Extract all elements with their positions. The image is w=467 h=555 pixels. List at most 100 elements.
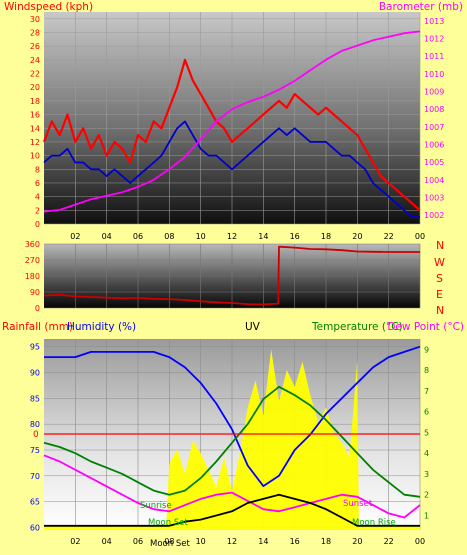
compass-label-s: S bbox=[436, 272, 443, 285]
y-tick-label-left: 18 bbox=[30, 97, 40, 106]
dewpoint-label: Dew Point (°C) bbox=[387, 321, 464, 333]
wind-direction-line bbox=[43, 245, 420, 306]
temperature-label: Temperature (°C) bbox=[311, 321, 403, 333]
y-tick-label-left: 20 bbox=[30, 83, 40, 92]
y-tick-label-right: 1005 bbox=[424, 158, 444, 167]
x-tick-label: 06 bbox=[133, 537, 143, 546]
x-tick-label: 00 bbox=[415, 232, 425, 241]
x-tick-label: 10 bbox=[196, 232, 206, 241]
y-tick-label-left: 24 bbox=[30, 56, 40, 65]
y-tick-label-right: 1003 bbox=[424, 194, 444, 203]
y-tick-label-right: 1007 bbox=[424, 123, 444, 132]
uv-line bbox=[44, 493, 420, 527]
y-tick-label-left: 80 bbox=[30, 420, 40, 429]
moon-rise-label: Moon Rise bbox=[352, 518, 396, 528]
humidity-label: Humidity (%) bbox=[67, 321, 136, 333]
y-tick-label-right: 1009 bbox=[424, 88, 444, 97]
y-tick-label-right: 1012 bbox=[424, 35, 444, 44]
windspeed-axis-label: Windspeed (kph) bbox=[4, 1, 93, 13]
x-tick-label: 18 bbox=[321, 232, 331, 241]
y-tick-label-left: 95 bbox=[30, 343, 40, 352]
y-tick-label-left: 90 bbox=[30, 288, 40, 297]
x-tick-label: 18 bbox=[321, 537, 331, 546]
x-tick-label: 20 bbox=[352, 537, 362, 546]
y-tick-label-right: 1006 bbox=[424, 141, 444, 150]
y-tick-label-right: 3 bbox=[424, 470, 429, 479]
y-tick-label-left: 14 bbox=[30, 124, 40, 133]
x-tick-label: 20 bbox=[352, 232, 362, 241]
y-tick-label-left: 28 bbox=[30, 29, 40, 38]
x-tick-label: 04 bbox=[102, 537, 112, 546]
y-tick-label-right: 4 bbox=[424, 449, 429, 458]
x-tick-label: 08 bbox=[164, 537, 174, 546]
y-tick-label-left: 90 bbox=[30, 369, 40, 378]
barometer-axis-label: Barometer (mb) bbox=[379, 1, 463, 13]
x-tick-label: 22 bbox=[384, 537, 394, 546]
y-tick-label-right: 2 bbox=[424, 491, 429, 500]
uv-label: UV bbox=[245, 321, 261, 333]
x-tick-label: 16 bbox=[290, 537, 300, 546]
rain-zero-label: 0 bbox=[33, 430, 39, 440]
barometer-line bbox=[43, 30, 421, 213]
y-tick-label-left: 2 bbox=[35, 206, 40, 215]
y-tick-label-right: 6 bbox=[424, 408, 429, 417]
sunrise-label: Sunrise bbox=[140, 501, 172, 511]
y-tick-label-right: 1008 bbox=[424, 105, 444, 114]
y-tick-label-left: 0 bbox=[35, 304, 40, 313]
y-tick-label-left: 8 bbox=[35, 165, 40, 174]
y-tick-label-left: 22 bbox=[30, 70, 40, 79]
compass-label-n-top: N bbox=[436, 239, 444, 252]
windspeed-line bbox=[42, 58, 421, 212]
tick-label-layer: 02 04 06 08 10 12 14 16 18 20 22 000246810121416182… bbox=[25, 15, 445, 546]
y-tick-label-right: 1 bbox=[424, 511, 429, 520]
y-tick-label-right: 1010 bbox=[424, 70, 444, 79]
y-tick-label-left: 70 bbox=[30, 472, 40, 481]
moon-set-label-green: Moon Set bbox=[148, 518, 188, 528]
x-tick-label: 14 bbox=[258, 232, 268, 241]
grid-layer bbox=[44, 12, 421, 530]
y-tick-label-left: 360 bbox=[25, 240, 40, 249]
y-tick-label-left: 30 bbox=[30, 15, 40, 24]
sunset-label: Sunset bbox=[343, 499, 373, 509]
compass-label-e: E bbox=[436, 288, 443, 301]
y-tick-label-right: 7 bbox=[424, 387, 429, 396]
y-tick-label-right: 8 bbox=[424, 366, 429, 375]
solar-area bbox=[44, 349, 420, 530]
x-tick-label: 12 bbox=[227, 232, 237, 241]
temperature-line bbox=[43, 385, 421, 498]
x-tick-label: 16 bbox=[290, 232, 300, 241]
solar-fill-layer bbox=[44, 349, 420, 530]
x-tick-label: 02 bbox=[70, 232, 80, 241]
y-tick-label-left: 60 bbox=[30, 523, 40, 532]
y-tick-label-left: 16 bbox=[30, 111, 40, 120]
x-tick-label: 10 bbox=[196, 537, 206, 546]
y-tick-label-left: 180 bbox=[25, 272, 40, 281]
x-tick-label: 02 bbox=[70, 537, 80, 546]
x-tick-label: 08 bbox=[164, 232, 174, 241]
y-tick-label-left: 12 bbox=[30, 138, 40, 147]
x-tick-label: 14 bbox=[258, 537, 268, 546]
x-tick-label: 00 bbox=[415, 537, 425, 546]
moon-set-label: Moon Set bbox=[150, 539, 190, 549]
y-tick-label-left: 26 bbox=[30, 42, 40, 51]
y-tick-label-left: 4 bbox=[35, 193, 40, 202]
compass-label-w: W bbox=[434, 256, 445, 269]
x-tick-label: 06 bbox=[133, 232, 143, 241]
rainfall-label: Rainfall (mm) bbox=[2, 321, 73, 333]
x-tick-label: 04 bbox=[102, 232, 112, 241]
y-tick-label-left: 65 bbox=[30, 498, 40, 507]
compass-label-n-bottom: N bbox=[436, 304, 444, 317]
y-tick-label-right: 1011 bbox=[424, 52, 444, 61]
x-tick-label: 22 bbox=[384, 232, 394, 241]
y-tick-label-right: 1013 bbox=[424, 17, 444, 26]
y-tick-label-right: 9 bbox=[424, 345, 429, 354]
y-tick-label-left: 270 bbox=[25, 256, 40, 265]
y-tick-label-right: 1004 bbox=[424, 176, 444, 185]
y-tick-label-left: 10 bbox=[30, 152, 40, 161]
y-tick-label-right: 1002 bbox=[424, 211, 444, 220]
y-tick-label-left: 75 bbox=[30, 446, 40, 455]
y-tick-label-left: 85 bbox=[30, 394, 40, 403]
series-layer bbox=[42, 30, 421, 527]
